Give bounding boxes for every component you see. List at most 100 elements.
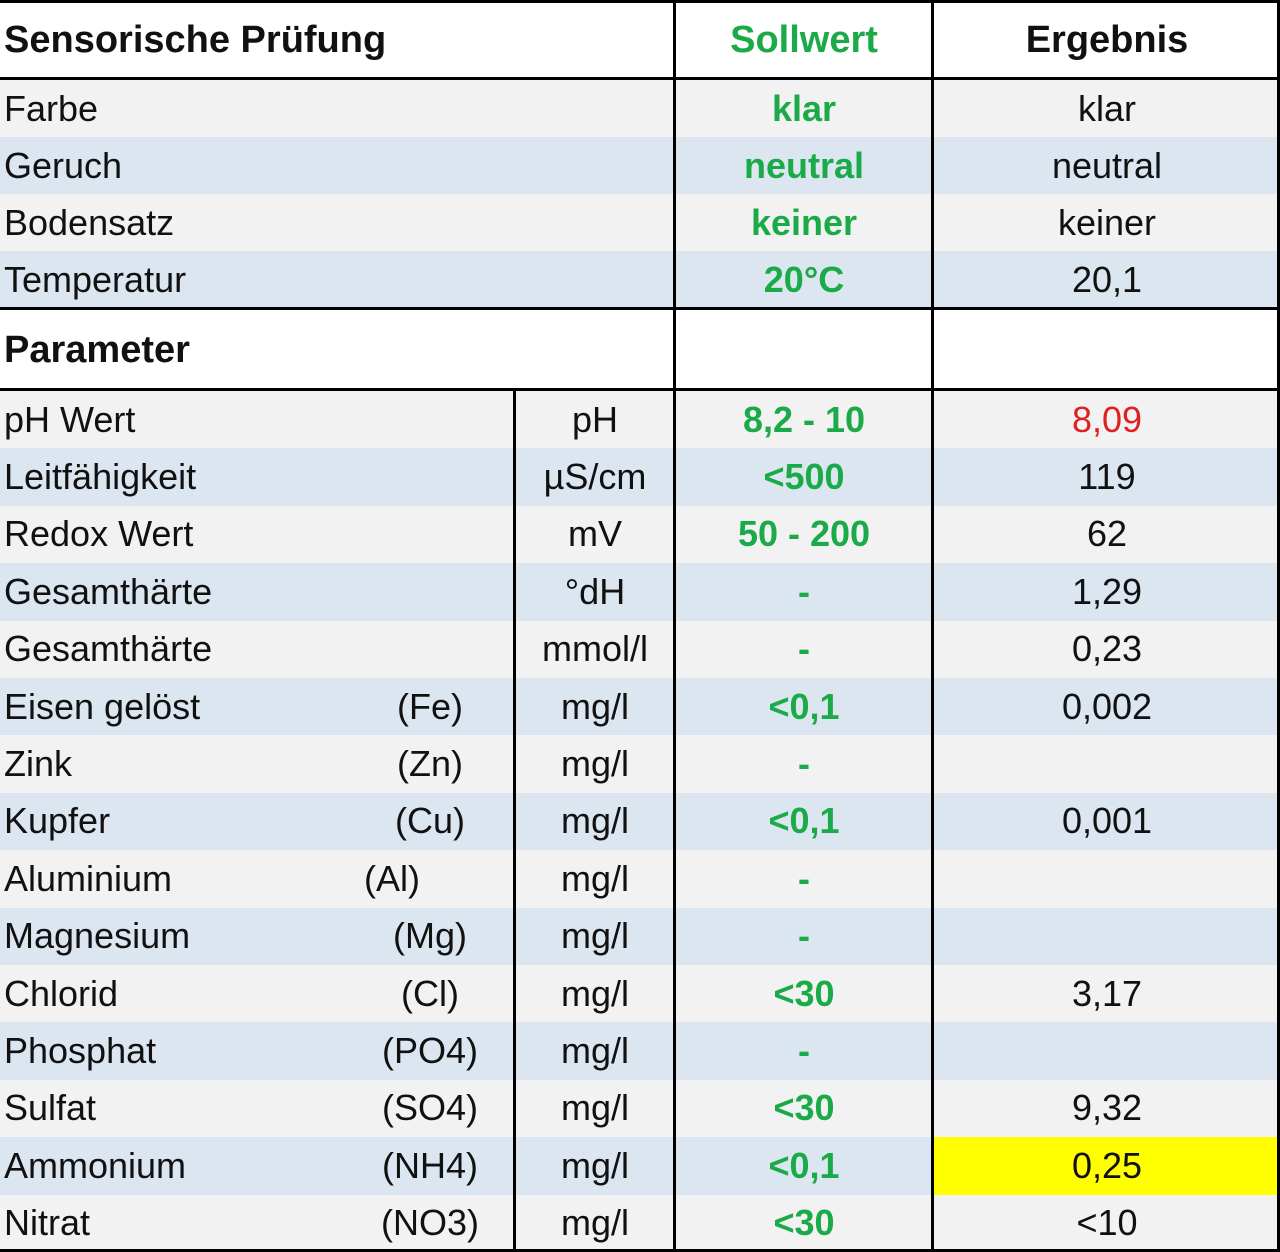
parameter-row: Phosphat (PO4) mg/l - (0, 1022, 1280, 1080)
sensorik-title: Sensorische Prüfung (4, 18, 387, 61)
parameter-ergebnis: <10 (1076, 1202, 1138, 1244)
parameter-unit: mg/l (560, 857, 629, 899)
parameter-name: Gesamthärte (4, 570, 213, 612)
right-border (1277, 0, 1280, 1252)
parameter-symbol (370, 621, 490, 678)
parameter-ergebnis: 0,23 (1071, 628, 1143, 670)
sensorik-header-row: Sensorische Prüfung Sollwert Ergebnis (0, 0, 1280, 80)
sensorik-ergebnis: neutral (1051, 144, 1163, 186)
parameter-row: Eisen gelöst (Fe) mg/l <0,1 0,002 (0, 678, 1280, 736)
parameter-unit: mg/l (560, 685, 629, 727)
parameter-row: Magnesium (Mg) mg/l - (0, 907, 1280, 965)
parameter-name: Kupfer (4, 800, 111, 842)
parameter-name: Zink (4, 743, 73, 785)
sensorik-row: Geruch neutral neutral (0, 137, 1280, 194)
parameter-sollwert: - (798, 743, 810, 785)
parameter-sollwert: <30 (773, 1202, 835, 1244)
parameter-sollwert: - (798, 857, 810, 899)
parameter-unit: mg/l (560, 800, 629, 842)
parameter-name: Chlorid (4, 972, 119, 1014)
parameter-symbol: (PO4) (381, 1030, 478, 1072)
parameter-symbol (370, 448, 490, 505)
parameter-sollwert: - (798, 915, 810, 957)
sensorik-row: Bodensatz keiner keiner (0, 194, 1280, 251)
sollwert-column-header: Sollwert (730, 18, 878, 61)
parameter-name: pH Wert (4, 398, 136, 440)
parameter-symbol (370, 563, 490, 620)
parameter-unit: mg/l (560, 972, 629, 1014)
parameter-unit: mg/l (560, 1030, 629, 1072)
parameter-symbol: (Fe) (397, 685, 463, 727)
parameter-ergebnis: 0,001 (1061, 800, 1153, 842)
parameter-unit: µS/cm (543, 456, 647, 498)
soll-column-divider (673, 0, 676, 1252)
parameter-name: Phosphat (4, 1030, 157, 1072)
parameter-ergebnis: 0,25 (934, 1137, 1280, 1195)
section-divider (0, 307, 1280, 310)
parameter-ergebnis: 62 (1086, 513, 1128, 555)
sensorik-ergebnis: 20,1 (1071, 258, 1143, 300)
parameter-unit: mV (568, 513, 622, 555)
parameter-name: Magnesium (4, 915, 191, 957)
parameter-name: Leitfähigkeit (4, 456, 197, 498)
parameter-sollwert: <0,1 (768, 1144, 840, 1186)
sensorik-name: Bodensatz (4, 201, 175, 243)
parameter-symbol: (Cl) (401, 972, 459, 1014)
parameter-name: Gesamthärte (4, 628, 213, 670)
parameter-ergebnis: 9,32 (1071, 1087, 1143, 1129)
parameter-sollwert: <30 (773, 972, 835, 1014)
parameter-name: Redox Wert (4, 513, 194, 555)
parameter-row: Redox Wert mV 50 - 200 62 (0, 505, 1280, 564)
top-border (0, 0, 1280, 3)
parameter-row: Aluminium (Al) mg/l - (0, 850, 1280, 908)
parameter-unit: mg/l (560, 915, 629, 957)
parameter-unit: mg/l (560, 1144, 629, 1186)
parameter-symbol: (SO4) (381, 1087, 478, 1129)
ergebnis-column-divider (931, 0, 934, 1252)
sensorik-ergebnis: keiner (1057, 201, 1157, 243)
parameter-row: Sulfat (SO4) mg/l <30 9,32 (0, 1079, 1280, 1138)
parameter-ergebnis: 0,002 (1061, 685, 1153, 727)
parameter-unit: pH (571, 398, 619, 440)
parameter-title: Parameter (4, 328, 190, 371)
parameter-name: Nitrat (4, 1202, 91, 1244)
parameter-ergebnis: 119 (1078, 456, 1136, 498)
parameter-sollwert: <500 (763, 456, 845, 498)
parameter-row: Leitfähigkeit µS/cm <500 119 (0, 448, 1280, 506)
parameter-sollwert: <0,1 (768, 800, 840, 842)
parameter-header-row: Parameter (0, 310, 1280, 390)
parameter-ergebnis: 1,29 (1071, 570, 1143, 612)
parameter-sollwert: 8,2 - 10 (742, 398, 866, 440)
parameter-sollwert: 50 - 200 (737, 513, 871, 555)
parameter-name: Sulfat (4, 1087, 97, 1129)
parameter-sollwert: - (798, 570, 810, 612)
sensorik-sollwert: keiner (750, 201, 858, 243)
parameter-sollwert: <0,1 (768, 685, 840, 727)
parameter-row: Gesamthärte mmol/l - 0,23 (0, 620, 1280, 678)
parameter-row: Ammonium (NH4) mg/l <0,1 0,25 (0, 1137, 1280, 1195)
parameter-unit: mg/l (560, 743, 629, 785)
parameter-ergebnis (934, 1022, 1280, 1079)
parameter-header-divider (0, 388, 1280, 391)
sensorik-name: Farbe (4, 87, 99, 129)
sensorik-row: Temperatur 20°C 20,1 (0, 251, 1280, 308)
sensorik-sollwert: neutral (743, 144, 865, 186)
parameter-name: Aluminium (4, 857, 173, 899)
parameter-row: Chlorid (Cl) mg/l <30 3,17 (0, 965, 1280, 1023)
parameter-row: Zink (Zn) mg/l - (0, 735, 1280, 793)
parameter-symbol: (Cu) (395, 800, 465, 842)
parameter-sollwert: <30 (773, 1087, 835, 1129)
parameter-unit: mg/l (560, 1202, 629, 1244)
parameter-symbol: (NH4) (382, 1144, 478, 1186)
sensorik-sollwert: klar (771, 87, 837, 129)
parameter-row: Nitrat (NO3) mg/l <30 <10 (0, 1194, 1280, 1252)
parameter-symbol: (Al) (364, 857, 420, 899)
sensorik-header-divider (0, 77, 1280, 80)
parameter-sollwert: - (798, 1030, 810, 1072)
sensorik-ergebnis: klar (1077, 87, 1136, 129)
sensorik-sollwert: 20°C (763, 258, 845, 300)
parameter-unit: mg/l (560, 1087, 629, 1129)
parameter-row: pH Wert pH 8,2 - 10 8,09 (0, 391, 1280, 449)
parameter-row: Gesamthärte °dH - 1,29 (0, 563, 1280, 621)
